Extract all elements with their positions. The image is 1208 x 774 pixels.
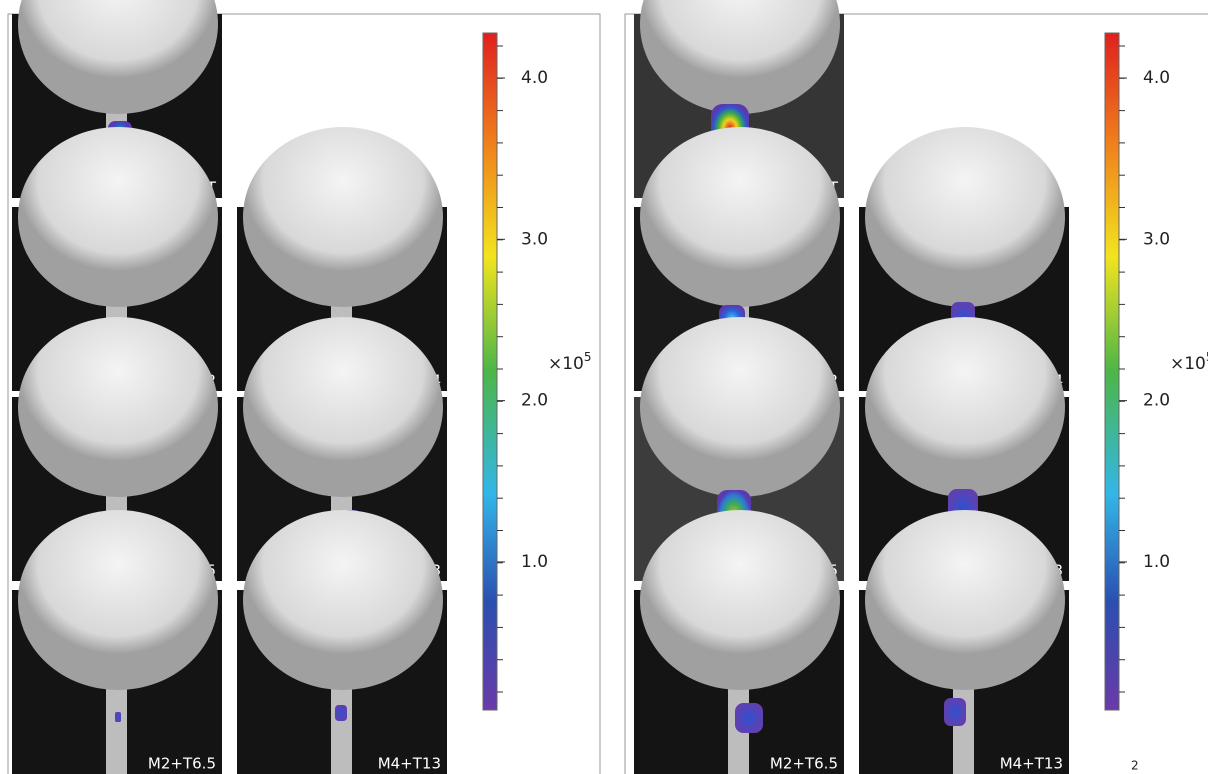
- colorbar-tick-label: 3.0: [1143, 229, 1170, 249]
- fur: [640, 317, 840, 497]
- fur: [865, 510, 1065, 690]
- fur: [640, 127, 840, 307]
- fur: [865, 127, 1065, 307]
- fur: [865, 317, 1065, 497]
- fur: [243, 317, 443, 497]
- mouse-image: M4+T13: [237, 510, 447, 774]
- signal: [735, 703, 763, 733]
- signal: [115, 712, 121, 722]
- colorbar: [1105, 33, 1119, 710]
- colorbar-tick-label: 2.0: [521, 391, 548, 411]
- colorbar: [483, 33, 497, 710]
- multiplier-base: ×10: [548, 354, 584, 374]
- mouse-image: M2+T6.5: [634, 510, 844, 774]
- colorbar-tick-label: 3.0: [521, 229, 548, 249]
- fur: [243, 510, 443, 690]
- colorbar-tick-label: 4.0: [521, 68, 548, 88]
- mouse-image: M4+T13: [859, 510, 1069, 774]
- multiplier-base: ×10: [1170, 354, 1206, 374]
- colorbar-tick-label: 4.0: [1143, 68, 1170, 88]
- colorbar-tick-label: 2.0: [1143, 391, 1170, 411]
- image-label: M2+T6.5: [770, 755, 838, 773]
- fur: [18, 317, 218, 497]
- colorbar-multiplier: ×105: [548, 350, 592, 375]
- fur: [640, 510, 840, 690]
- colorbar-tick-label: 1.0: [521, 552, 548, 572]
- signal: [944, 698, 966, 726]
- image-label: M4+T13: [1000, 755, 1063, 773]
- fur: [243, 127, 443, 307]
- footnote: 2: [1131, 759, 1139, 773]
- fur: [18, 510, 218, 690]
- colorbar-tick-label: 1.0: [1143, 552, 1170, 572]
- image-label: M4+T13: [378, 755, 441, 773]
- mouse-image: M2+T6.5: [12, 510, 222, 774]
- fur: [18, 127, 218, 307]
- image-label: M2+T6.5: [148, 755, 216, 773]
- colorbar-multiplier: ×105: [1170, 350, 1208, 375]
- signal: [335, 705, 347, 721]
- multiplier-exponent: 5: [584, 350, 592, 364]
- figure: NTM2M4T6.5T13M2+T6.5M4+T134.03.02.01.0×1…: [0, 0, 1208, 774]
